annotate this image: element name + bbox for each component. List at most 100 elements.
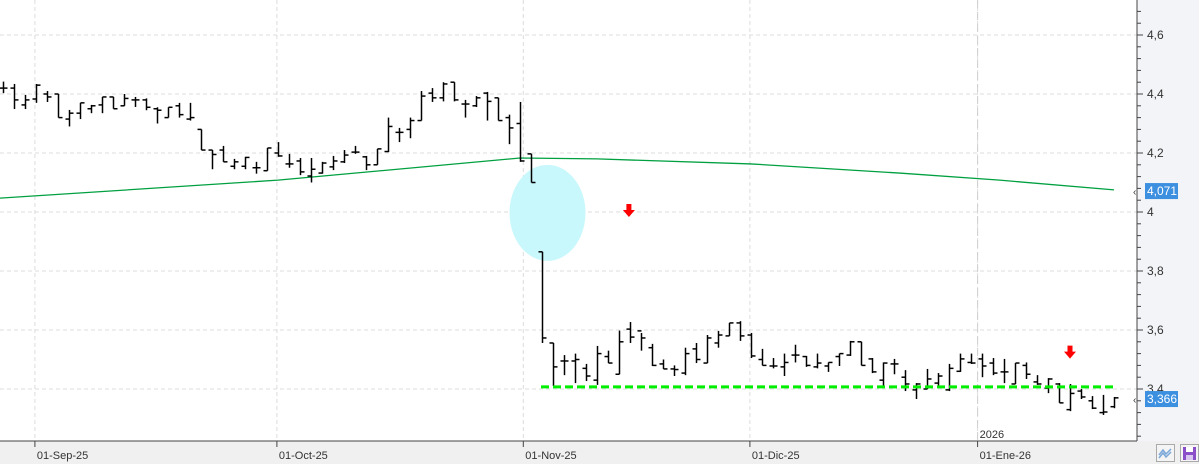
ohlc-bar (890, 358, 899, 375)
ohlc-bar (1011, 362, 1020, 385)
ohlc-bar (120, 94, 129, 107)
ohlc-bar (417, 91, 426, 122)
ohlc-bar (164, 106, 173, 119)
ohlc-bar (219, 145, 228, 163)
ohlc-bar (263, 147, 272, 172)
ohlc-bar (956, 353, 965, 373)
y-tick-label: 4,4 (1147, 87, 1164, 101)
ohlc-bar (527, 153, 536, 184)
ohlc-bar (516, 101, 525, 162)
moving-average-line (0, 157, 1115, 199)
ohlc-bar (758, 348, 767, 367)
ohlc-bar (32, 83, 41, 103)
ohlc-bar (857, 341, 866, 367)
price-label-bg (1145, 391, 1178, 408)
price-label: 4,071 (1147, 184, 1177, 198)
ohlc-bar (615, 330, 624, 375)
save-button[interactable] (1180, 444, 1199, 462)
ohlc-bar (54, 93, 63, 119)
ohlc-bar (230, 158, 239, 170)
ohlc-bar (285, 153, 294, 168)
ohlc-bar (769, 358, 778, 369)
x-tick-label: 01-Sep-25 (37, 450, 88, 462)
ohlc-bar (439, 82, 448, 102)
ohlc-bar (208, 149, 217, 170)
ohlc-bar (307, 158, 316, 183)
ohlc-bar (989, 358, 998, 376)
ohlc-bar (593, 345, 602, 385)
ohlc-bar (868, 358, 877, 374)
price-label: 3,366 (1147, 392, 1177, 406)
x-tick-label: 01-Ene-26 (980, 450, 1031, 462)
ohlc-bar (813, 353, 822, 369)
ohlc-bar (384, 117, 393, 153)
ohlc-bar (340, 150, 349, 164)
ohlc-bar (1022, 362, 1031, 379)
ohlc-bar (318, 161, 327, 174)
ohlc-bar (428, 88, 437, 102)
y-tick-label: 4,6 (1147, 28, 1164, 42)
ohlc-bar (747, 332, 756, 359)
indicator-button[interactable] (1156, 444, 1175, 462)
ohlc-bar (373, 148, 382, 166)
ohlc-bar (879, 362, 888, 387)
ohlc-bar (296, 158, 305, 176)
ohlc-bar (109, 96, 118, 110)
ohlc-bar (1110, 396, 1119, 409)
ohlc-bar (978, 353, 987, 378)
ohlc-bar (87, 104, 96, 114)
ohlc-bar (659, 359, 668, 370)
y-tick-label: 3,8 (1147, 264, 1164, 278)
down-arrow-icon (1064, 345, 1076, 359)
ohlc-bar (274, 142, 283, 157)
ohlc-bar (351, 145, 360, 154)
ohlc-bar (1077, 389, 1086, 400)
ohlc-bar (21, 94, 30, 110)
ohlc-bar (802, 355, 811, 367)
y-tick-label: 4,2 (1147, 146, 1164, 160)
ohlc-bar (252, 161, 261, 174)
ohlc-bar (494, 97, 503, 122)
save-icon (1183, 447, 1196, 460)
ohlc-bar (186, 102, 195, 121)
price-pointer-icon: ‹ (1133, 187, 1136, 198)
ohlc-bar (10, 83, 19, 110)
ohlc-bar (1066, 383, 1075, 412)
ohlc-bar (582, 363, 591, 382)
ohlc-bar (43, 91, 52, 102)
price-label-bg (1145, 183, 1178, 200)
ohlc-bar (1088, 396, 1097, 410)
ohlc-bar (142, 98, 151, 111)
ohlc-bar (560, 355, 569, 376)
ohlc-bar (450, 81, 459, 102)
ohlc-bar (824, 361, 833, 372)
x-tick-label: 01-Nov-25 (525, 450, 576, 462)
ohlc-bar (131, 96, 140, 107)
ohlc-bar (846, 340, 855, 356)
highlight-ellipse (509, 164, 586, 261)
x-tick-label: 01-Dic-25 (752, 450, 800, 462)
ohlc-bar (703, 335, 712, 364)
ohlc-bar (714, 330, 723, 348)
ohlc-bar (329, 155, 338, 171)
y-axis-panel (1137, 0, 1199, 441)
y-tick-label: 4 (1147, 205, 1154, 219)
ohlc-bar (472, 96, 481, 107)
ohlc-bar (98, 96, 107, 114)
ohlc-bar (175, 102, 184, 118)
ohlc-bar (648, 343, 657, 367)
ohlc-bar (637, 330, 646, 351)
ohlc-bar (406, 117, 415, 139)
ohlc-bar (505, 114, 514, 145)
ohlc-bar (153, 107, 162, 124)
ohlc-bar (0, 81, 8, 94)
ohlc-bar (1033, 375, 1042, 385)
ohlc-bar (670, 365, 679, 377)
price-pointer-icon: ‹ (1133, 395, 1136, 406)
ohlc-bar (362, 155, 371, 171)
ohlc-bar (835, 352, 844, 366)
ohlc-bar (681, 347, 690, 376)
ohlc-bar (538, 251, 547, 343)
ohlc-bar (65, 109, 74, 127)
